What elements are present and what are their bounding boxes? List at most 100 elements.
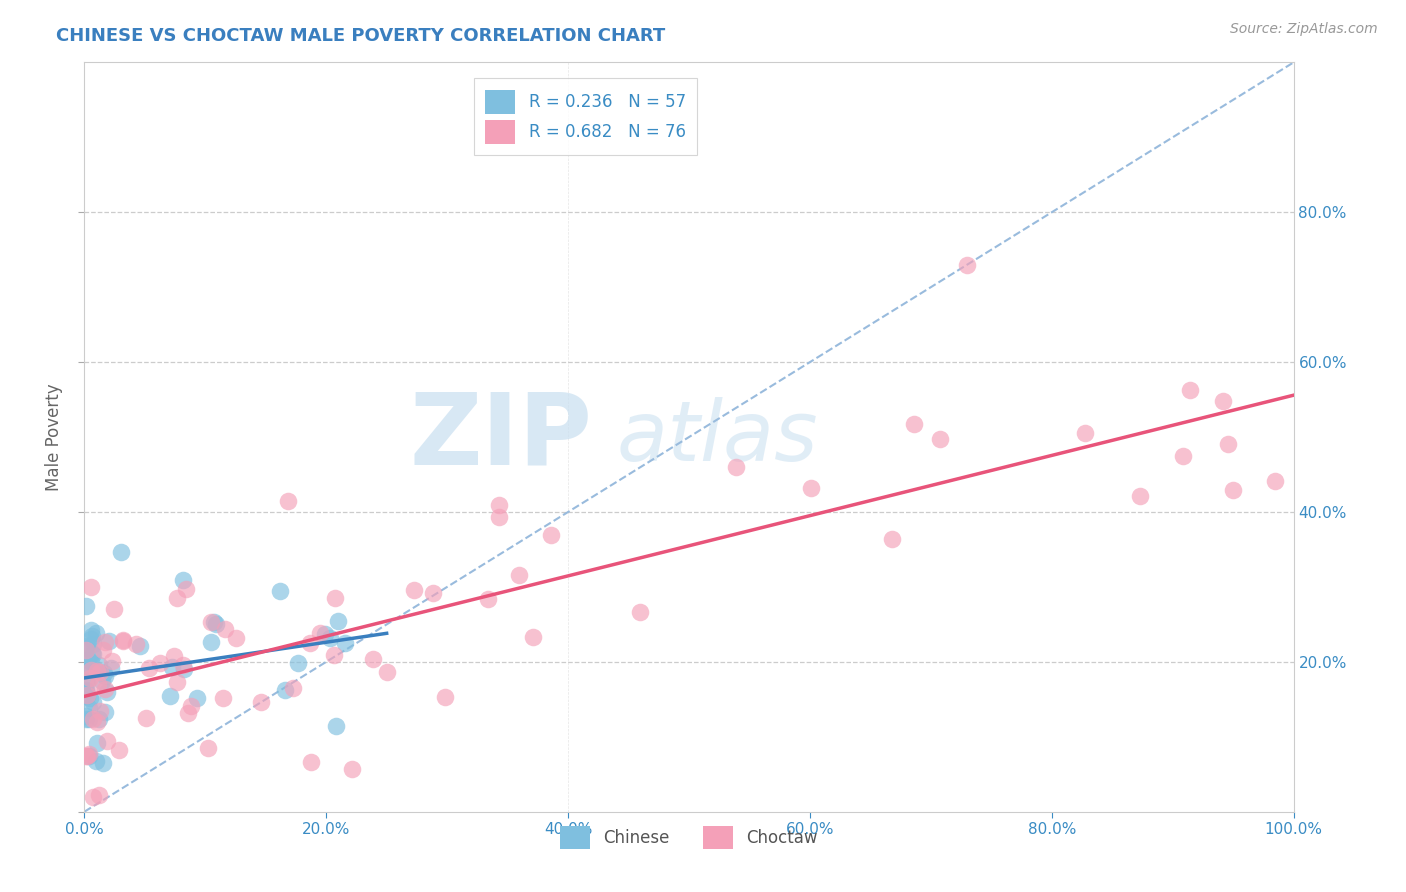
Point <box>724 460 747 475</box>
Point <box>375 665 398 679</box>
Point <box>1222 483 1244 497</box>
Point <box>319 631 342 645</box>
Point <box>956 258 979 272</box>
Point <box>86 677 108 691</box>
Point <box>80 580 103 594</box>
Point <box>929 432 952 446</box>
Point <box>110 545 132 559</box>
Point <box>166 675 188 690</box>
Point <box>488 498 510 512</box>
Point <box>91 756 114 770</box>
Point <box>77 700 100 714</box>
Point <box>80 655 103 669</box>
Point <box>149 657 172 671</box>
Point <box>325 719 347 733</box>
Point <box>1212 393 1234 408</box>
Text: ZIP: ZIP <box>409 389 592 485</box>
Point <box>173 661 195 675</box>
Point <box>333 636 356 650</box>
Point <box>75 684 97 698</box>
Point <box>80 646 103 660</box>
Point <box>89 704 111 718</box>
Point <box>402 582 425 597</box>
Point <box>540 528 562 542</box>
Point <box>422 586 444 600</box>
Point <box>96 734 118 748</box>
Point <box>433 690 456 704</box>
Point <box>1264 474 1286 488</box>
Point <box>180 698 202 713</box>
Point <box>79 748 101 763</box>
Point <box>323 648 346 662</box>
Point <box>91 673 114 688</box>
Point <box>287 657 309 671</box>
Point <box>75 709 97 723</box>
Point <box>274 683 297 698</box>
Point <box>82 694 104 708</box>
Point <box>326 614 349 628</box>
Point <box>160 660 183 674</box>
Point <box>75 673 97 688</box>
Point <box>76 689 98 703</box>
Point <box>200 635 222 649</box>
Point <box>77 659 100 673</box>
Point <box>79 623 101 637</box>
Point <box>93 666 115 681</box>
Point <box>108 742 131 756</box>
Point <box>79 691 101 706</box>
Point <box>159 689 181 703</box>
Point <box>76 689 98 703</box>
Text: atlas: atlas <box>616 397 818 477</box>
Y-axis label: Male Poverty: Male Poverty <box>45 384 63 491</box>
Point <box>76 674 98 689</box>
Legend: Chinese, Choctaw: Chinese, Choctaw <box>554 819 824 855</box>
Point <box>135 711 157 725</box>
Point <box>281 681 304 695</box>
Point <box>75 643 97 657</box>
Point <box>75 749 97 764</box>
Point <box>76 639 98 653</box>
Point <box>212 690 235 705</box>
Point <box>205 616 228 631</box>
Point <box>200 615 222 630</box>
Point <box>882 532 904 546</box>
Point <box>84 663 107 677</box>
Point <box>86 736 108 750</box>
Point <box>75 712 97 726</box>
Point <box>82 637 104 651</box>
Point <box>225 631 247 645</box>
Point <box>96 684 118 698</box>
Point <box>172 657 194 672</box>
Point <box>214 622 236 636</box>
Point <box>314 627 336 641</box>
Text: Source: ZipAtlas.com: Source: ZipAtlas.com <box>1230 22 1378 37</box>
Point <box>1216 437 1239 451</box>
Point <box>76 660 98 674</box>
Point <box>76 748 98 763</box>
Point <box>93 705 115 719</box>
Point <box>197 741 219 756</box>
Point <box>277 494 299 508</box>
Point <box>1074 426 1097 441</box>
Point <box>125 637 148 651</box>
Point <box>82 647 104 661</box>
Point <box>77 653 100 667</box>
Point <box>128 639 150 653</box>
Point <box>138 661 160 675</box>
Point <box>84 754 107 768</box>
Point <box>82 789 104 804</box>
Point <box>477 591 499 606</box>
Point <box>112 633 135 648</box>
Point <box>89 789 111 803</box>
Point <box>103 601 125 615</box>
Point <box>800 481 823 495</box>
Point <box>79 713 101 727</box>
Point <box>79 663 101 677</box>
Point <box>628 605 651 619</box>
Point <box>101 654 124 668</box>
Point <box>174 582 197 596</box>
Point <box>186 690 208 705</box>
Point <box>111 633 134 648</box>
Point <box>299 755 322 769</box>
Point <box>1178 383 1201 397</box>
